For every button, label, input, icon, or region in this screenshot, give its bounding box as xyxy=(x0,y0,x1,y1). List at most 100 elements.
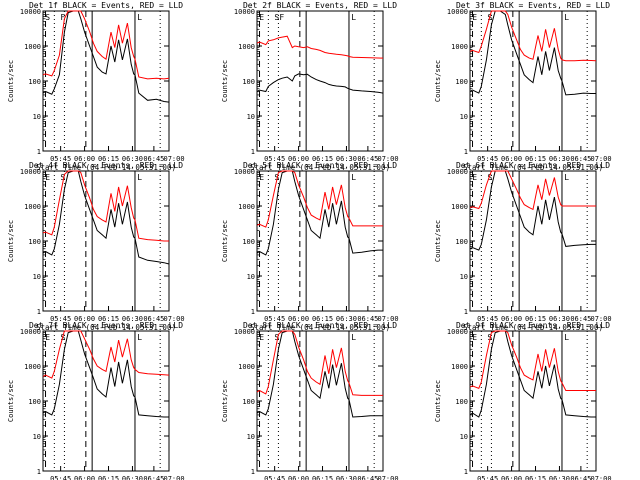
mode-label: E xyxy=(259,333,264,342)
x-tick-label: 06:30 xyxy=(122,315,143,323)
x-tick-label: 07:00 xyxy=(591,155,612,163)
x-tick-label: 06:30 xyxy=(122,475,143,480)
x-tick-label: 07:00 xyxy=(591,315,612,323)
y-tick-label: 1 xyxy=(464,468,468,476)
x-tick-label: 06:15 xyxy=(98,315,119,323)
events-series-line xyxy=(256,170,383,256)
lld-series-line xyxy=(256,35,384,59)
x-tick-label: 06:45 xyxy=(570,475,591,480)
y-tick-label: 1000 xyxy=(238,203,255,211)
x-tick-label: 07:00 xyxy=(378,315,399,323)
y-axis-label: Counts/sec xyxy=(434,60,442,102)
y-tick-label: 10000 xyxy=(447,8,468,16)
mode-label: S xyxy=(274,13,279,22)
mode-label: E xyxy=(472,333,477,342)
y-tick-label: 10000 xyxy=(234,8,255,16)
y-axis-label: Counts/sec xyxy=(221,220,229,262)
y-tick-label: 1000 xyxy=(238,363,255,371)
y-tick-label: 1 xyxy=(251,148,255,156)
y-tick-label: 1000 xyxy=(451,363,468,371)
x-tick-label: 06:00 xyxy=(501,155,522,163)
mode-label: S xyxy=(274,333,279,342)
chart-title: Det 8f BLACK = Events, RED = LLD xyxy=(243,321,397,330)
x-tick-label: 07:00 xyxy=(378,475,399,480)
mode-label: S xyxy=(45,13,50,22)
y-tick-label: 10000 xyxy=(234,168,255,176)
mode-label: L xyxy=(137,333,142,342)
x-tick-label: 06:30 xyxy=(122,155,143,163)
x-tick-label: 06:30 xyxy=(336,155,357,163)
x-tick-label: 05:45 xyxy=(477,475,498,480)
y-tick-label: 10 xyxy=(460,273,468,281)
y-tick-label: 1 xyxy=(251,308,255,316)
y-tick-label: 10000 xyxy=(447,168,468,176)
y-tick-label: 1000 xyxy=(24,363,41,371)
x-tick-label: 06:15 xyxy=(525,475,546,480)
y-tick-label: 10000 xyxy=(234,328,255,336)
chart-title: Det 6f BLACK = Events, RED = LLD xyxy=(456,161,610,170)
chart-title: Det 4f BLACK = Events, RED = LLD xyxy=(29,161,183,170)
lld-series-line xyxy=(256,170,383,228)
x-tick-label: 05:45 xyxy=(264,155,285,163)
mode-label: L xyxy=(351,13,356,22)
lld-series-line xyxy=(469,330,596,391)
y-tick-label: 100 xyxy=(28,78,41,86)
y-tick-label: 10000 xyxy=(20,168,41,176)
y-tick-label: 100 xyxy=(242,238,255,246)
y-tick-label: 10 xyxy=(33,273,41,281)
mode-label: L xyxy=(137,173,142,182)
x-tick-label: 06:00 xyxy=(501,315,522,323)
x-tick-label: 06:30 xyxy=(336,315,357,323)
events-series-line xyxy=(42,10,170,103)
events-series-line xyxy=(256,330,383,418)
x-tick-label: 06:45 xyxy=(143,155,164,163)
plot-frame xyxy=(469,170,597,312)
y-tick-label: 1000 xyxy=(24,43,41,51)
events-series-line xyxy=(42,330,169,418)
chart-title: Det 9f BLACK = Events, RED = LLD xyxy=(456,321,610,330)
y-axis-label: Counts/sec xyxy=(434,380,442,422)
x-tick-label: 06:45 xyxy=(570,155,591,163)
y-tick-label: 10 xyxy=(247,433,255,441)
mode-label: S xyxy=(60,173,65,182)
x-tick-label: 07:00 xyxy=(378,155,399,163)
y-tick-label: 100 xyxy=(28,398,41,406)
y-tick-label: 100 xyxy=(455,398,468,406)
x-tick-label: 07:00 xyxy=(164,155,185,163)
x-axis-label: Start Time (04-Feb-14 05:31:00) xyxy=(463,323,603,332)
x-axis-label: Start Time (04-Feb-14 05:31:00) xyxy=(250,323,390,332)
mode-label: E xyxy=(472,173,477,182)
chart-title: Det 2f BLACK = Events, RED = LLD xyxy=(243,1,397,10)
mode-label: E xyxy=(259,13,264,22)
lld-series-line xyxy=(42,170,169,242)
y-tick-label: 1000 xyxy=(24,203,41,211)
y-axis-label: Counts/sec xyxy=(434,220,442,262)
x-tick-label: 06:15 xyxy=(312,475,333,480)
x-tick-label: 06:00 xyxy=(288,475,309,480)
y-tick-label: 1 xyxy=(37,308,41,316)
y-tick-label: 10 xyxy=(247,273,255,281)
y-tick-label: 1000 xyxy=(451,43,468,51)
y-tick-label: 1 xyxy=(464,308,468,316)
lld-series-line xyxy=(469,170,596,211)
lld-series-line xyxy=(42,330,170,379)
mode-label: F xyxy=(279,13,284,22)
mode-label: E xyxy=(472,13,477,22)
x-tick-label: 05:45 xyxy=(477,315,498,323)
mode-label: E xyxy=(45,333,50,342)
mode-label: L xyxy=(351,173,356,182)
y-tick-label: 100 xyxy=(242,78,255,86)
x-tick-label: 07:00 xyxy=(164,315,185,323)
x-tick-label: 06:15 xyxy=(525,315,546,323)
y-tick-label: 1000 xyxy=(238,43,255,51)
y-tick-label: 10 xyxy=(33,113,41,121)
x-tick-label: 06:00 xyxy=(74,155,95,163)
mode-label: E xyxy=(259,173,264,182)
mode-label: S xyxy=(487,173,492,182)
x-tick-label: 05:45 xyxy=(50,475,71,480)
y-tick-label: 10000 xyxy=(20,8,41,16)
mode-label: L xyxy=(564,173,569,182)
x-tick-label: 06:15 xyxy=(98,155,119,163)
y-axis-label: Counts/sec xyxy=(221,380,229,422)
y-tick-label: 10 xyxy=(460,113,468,121)
